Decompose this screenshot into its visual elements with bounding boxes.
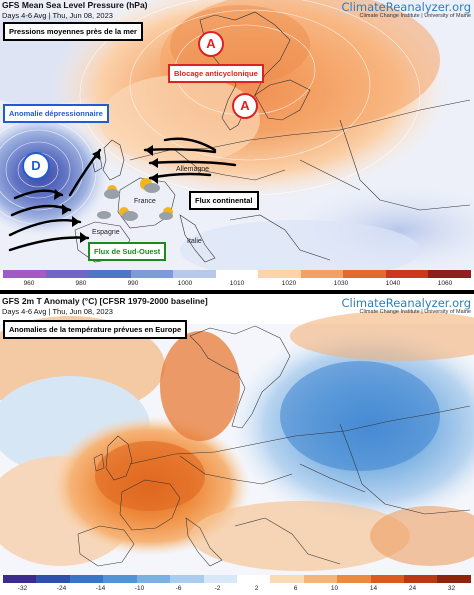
continental-flow-label: Flux continental [189, 191, 259, 210]
pressure-scale-tick-4: 1010 [229, 280, 245, 287]
temperature-scale-swatch-4 [136, 575, 171, 583]
pressure-map [0, 0, 474, 270]
pressure-scale-swatch-3 [130, 270, 174, 278]
pressure-scale-swatch-5 [215, 270, 259, 278]
pressure-scale-tick-1: 980 [75, 280, 87, 287]
brand-logo: ClimateReanalyzer.org [341, 0, 472, 14]
brand-subtitle: Climate Change Institute | University of… [359, 13, 471, 19]
temperature-scale-tick-10: 24 [408, 585, 417, 592]
headline-box: Pressions moyennes près de la mer [3, 22, 143, 41]
temperature-scale-tick-2: -14 [95, 585, 106, 592]
temperature-anomaly-panel: GFS 2m T Anomaly (°C) [CFSR 1979-2000 ba… [0, 296, 474, 595]
temperature-scale-tick-9: 14 [369, 585, 378, 592]
temperature-scale-tick-5: -2 [214, 585, 221, 592]
pressure-scale-swatch-2 [88, 270, 131, 278]
pressure-scale-tick-6: 1030 [333, 280, 349, 287]
pressure-map-panel: GFS Mean Sea Level Pressure (hPa) Days 4… [0, 0, 474, 288]
temperature-scale-tick-11: 32 [447, 585, 456, 592]
temperature-scale-swatch-6 [203, 575, 237, 583]
country-label-germany: Allemagne [176, 166, 210, 173]
panel-divider [0, 290, 474, 294]
pressure-scale-swatch-6 [258, 270, 301, 278]
country-label-spain: Espagne [92, 229, 120, 236]
high-pressure-marker-north: A [198, 31, 224, 57]
temperature-scale-tick-4: -6 [175, 585, 182, 592]
blocking-label: Blocage anticyclonique [168, 64, 264, 83]
pressure-scale-tick-8: 1060 [437, 280, 453, 287]
map-title: GFS Mean Sea Level Pressure (hPa) [2, 0, 148, 10]
weather-icons [97, 178, 173, 221]
pressure-scale-ticks: 960 980 990 1000 1010 1020 1030 1040 1060 [3, 280, 471, 288]
anomaly-headline-box: Anomalies de la température prévues en E… [3, 320, 188, 339]
temperature-scale-swatch-10 [337, 575, 371, 583]
pressure-scale-bar [3, 270, 472, 278]
temperature-scale-swatch-11 [370, 575, 405, 583]
low-pressure-marker: D [22, 152, 50, 180]
temperature-scale-swatch-1 [36, 575, 70, 583]
temperature-scale-swatch-7 [236, 575, 271, 583]
temperature-scale-swatch-0 [3, 575, 37, 583]
temperature-anomaly-map [0, 311, 474, 576]
brand-logo-bottom: ClimateReanalyzer.org [341, 296, 472, 310]
temperature-scale-swatch-3 [103, 575, 137, 583]
pressure-scale-swatch-7 [300, 270, 344, 278]
high-pressure-marker-south: A [232, 93, 258, 119]
temperature-scale-bar [3, 575, 471, 583]
pressure-scale-swatch-8 [343, 270, 386, 278]
temperature-scale-tick-6: 2 [254, 585, 259, 592]
temperature-scale-tick-7: 6 [293, 585, 298, 592]
temperature-scale-swatch-12 [404, 575, 438, 583]
pressure-scale-swatch-4 [173, 270, 216, 278]
temperature-scale-swatch-9 [303, 575, 338, 583]
temperature-scale-tick-8: 10 [330, 585, 339, 592]
pressure-scale-swatch-0 [3, 270, 46, 278]
southwest-flow-label: Flux de Sud-Ouest [88, 242, 167, 261]
country-label-italy: Italie [187, 238, 202, 245]
temperature-scale-ticks: -32 -24 -14 -10 -6 -2 2 6 10 14 24 32 [3, 585, 471, 595]
pressure-scale-swatch-1 [45, 270, 89, 278]
temperature-scale-swatch-5 [170, 575, 204, 583]
map-date: Days 4-6 Avg | Thu, Jun 08, 2023 [2, 11, 113, 20]
temperature-scale-tick-0: -32 [17, 585, 28, 592]
anomaly-title: GFS 2m T Anomaly (°C) [CFSR 1979-2000 ba… [2, 296, 208, 306]
pressure-scale-tick-3: 1000 [177, 280, 193, 287]
anomaly-date: Days 4-6 Avg | Thu, Jun 08, 2023 [2, 307, 113, 316]
temperature-scale-tick-3: -10 [134, 585, 145, 592]
pressure-scale-swatch-10 [428, 270, 472, 278]
pressure-scale-tick-5: 1020 [281, 280, 297, 287]
depression-label: Anomalie dépressionnaire [3, 104, 109, 123]
temperature-scale-tick-1: -24 [56, 585, 67, 592]
brand-subtitle-bottom: Climate Change Institute | University of… [359, 309, 471, 315]
temperature-scale-swatch-8 [270, 575, 304, 583]
temperature-scale-swatch-2 [69, 575, 104, 583]
temperature-scale-swatch-13 [437, 575, 471, 583]
pressure-scale-swatch-9 [385, 270, 429, 278]
country-label-france: France [134, 198, 156, 205]
pressure-scale-tick-0: 960 [23, 280, 35, 287]
pressure-scale-tick-2: 990 [127, 280, 139, 287]
pressure-scale-tick-7: 1040 [385, 280, 401, 287]
